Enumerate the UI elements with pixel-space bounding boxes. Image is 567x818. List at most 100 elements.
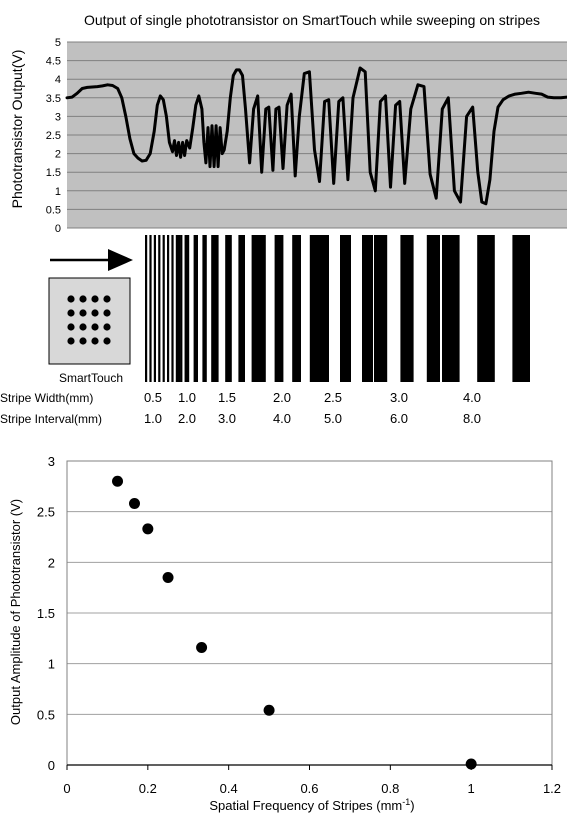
stripe-interval-value: 1.0 xyxy=(144,411,162,426)
top-y-tick-label: 4 xyxy=(55,74,61,86)
sensor-dot xyxy=(79,337,87,345)
top-y-axis-label: Phototransistor Output(V) xyxy=(9,50,25,209)
stripe-width-value: 3.0 xyxy=(390,390,408,405)
top-y-tick-label: 0.5 xyxy=(46,204,61,216)
bottom-x-tick-label: 0.4 xyxy=(220,781,238,796)
stripe xyxy=(400,235,414,382)
stripe xyxy=(153,235,156,382)
stripe-width-value: 2.0 xyxy=(273,390,291,405)
sensor-dot xyxy=(103,309,111,317)
stripe xyxy=(292,235,301,382)
bottom-y-tick-labels: 0 0.5 1 1.5 2 2.5 3 xyxy=(37,454,55,773)
stripe xyxy=(158,235,161,382)
stripe-width-value: 0.5 xyxy=(144,390,162,405)
stripe xyxy=(149,235,152,382)
bottom-x-tick-label: 0.6 xyxy=(300,781,318,796)
stripe xyxy=(167,235,170,382)
stripe xyxy=(180,235,183,382)
bottom-y-tick-label: 3 xyxy=(48,454,55,469)
stripe-interval-value: 3.0 xyxy=(218,411,236,426)
stripe xyxy=(184,235,190,382)
scatter-point xyxy=(162,572,174,584)
top-y-tick-label: 3.5 xyxy=(46,93,61,105)
stripe-width-value: 1.0 xyxy=(178,390,196,405)
stripe xyxy=(145,235,148,382)
sensor-dot xyxy=(91,323,99,331)
stripe-width-row-label: Stripe Width(mm) xyxy=(0,391,93,405)
sensor-dot xyxy=(91,309,99,317)
stripe xyxy=(193,235,198,382)
bottom-y-tick-label: 1.5 xyxy=(37,606,55,621)
stripe xyxy=(442,235,460,382)
stripe xyxy=(340,235,351,382)
sensor-dot xyxy=(103,295,111,303)
sensor-dot xyxy=(79,295,87,303)
phototransistor-output-line xyxy=(65,66,567,206)
sensor-dot xyxy=(67,323,75,331)
sensor-dot xyxy=(103,323,111,331)
top-grid xyxy=(67,41,567,229)
scatter-point xyxy=(128,498,140,510)
sensor-dot xyxy=(91,337,99,345)
stripe-width-value: 1.5 xyxy=(218,390,236,405)
top-y-tick-label: 3 xyxy=(55,111,61,123)
stripe xyxy=(251,235,259,382)
bottom-y-tick-label: 0 xyxy=(48,758,55,773)
sensor-dot xyxy=(79,323,87,331)
stripe xyxy=(477,235,495,382)
scatter-point xyxy=(263,704,275,716)
sensor-dot xyxy=(103,337,111,345)
stripe xyxy=(176,235,181,382)
sensor-dot xyxy=(79,309,87,317)
top-y-tick-label: 1.5 xyxy=(46,167,61,179)
bottom-y-tick-label: 2.5 xyxy=(37,505,55,520)
top-y-tick-labels: 0 0.5 1 1.5 2 2.5 3 3.5 4 4.5 5 xyxy=(46,37,61,235)
stripe-interval-row-label: Stripe Interval(mm) xyxy=(0,412,102,426)
stripe-table-values: 0.5 1.0 1.0 2.0 1.5 3.0 2.0 4.0 2.5 5.0 3.0 6.0 4.0 8… xyxy=(144,390,481,426)
stripe xyxy=(238,235,245,382)
stripe xyxy=(212,235,219,382)
scatter-point xyxy=(142,523,154,535)
stripe-interval-value: 8.0 xyxy=(463,411,481,426)
scatter-point xyxy=(465,758,477,770)
sensor-dot xyxy=(67,295,75,303)
bottom-y-axis-label: Output Amplitude of Phototransistor (V) xyxy=(8,499,23,725)
bottom-y-tick-label: 1 xyxy=(48,657,55,672)
sensor-dot xyxy=(67,337,75,345)
bottom-x-tick-label: 0.2 xyxy=(139,781,157,796)
top-y-tick-label: 1 xyxy=(55,186,61,198)
top-y-tick-label: 5 xyxy=(55,37,61,49)
stripe xyxy=(257,235,266,382)
top-y-tick-label: 0 xyxy=(55,223,61,235)
stripe xyxy=(318,235,329,382)
stripe xyxy=(362,235,373,382)
stripe xyxy=(309,235,319,382)
sensor-dot xyxy=(91,295,99,303)
bottom-x-tick-labels: 0 0.2 0.4 0.6 0.8 1 1.2 xyxy=(63,781,561,796)
bottom-y-tick-label: 0.5 xyxy=(37,707,55,722)
stripe-pattern xyxy=(145,235,530,382)
bottom-x-axis-label: Spatial Frequency of Stripes (mm-1) xyxy=(209,797,414,813)
stripe xyxy=(162,235,165,382)
stripe xyxy=(225,235,232,382)
stripe-width-value: 2.5 xyxy=(324,390,342,405)
stripe xyxy=(374,235,388,382)
bottom-x-tick-label: 0 xyxy=(63,781,70,796)
bottom-x-tick-label: 1.2 xyxy=(543,781,561,796)
stripe-width-value: 4.0 xyxy=(463,390,481,405)
scatter-points xyxy=(112,475,477,770)
top-chart-title: Output of single phototransistor on Smar… xyxy=(84,12,540,28)
scatter-point xyxy=(196,641,208,653)
stripe-interval-value: 5.0 xyxy=(324,411,342,426)
sensor-array xyxy=(67,295,111,345)
stripe xyxy=(426,235,440,382)
stripe xyxy=(512,235,530,382)
stripe xyxy=(274,235,284,382)
bottom-x-tick-label: 0.8 xyxy=(381,781,399,796)
sweep-arrow xyxy=(50,249,133,271)
top-y-tick-label: 4.5 xyxy=(46,56,61,68)
bottom-x-tick-label: 1 xyxy=(468,781,475,796)
top-y-tick-label: 2 xyxy=(55,149,61,161)
top-y-tick-label: 2.5 xyxy=(46,130,61,142)
